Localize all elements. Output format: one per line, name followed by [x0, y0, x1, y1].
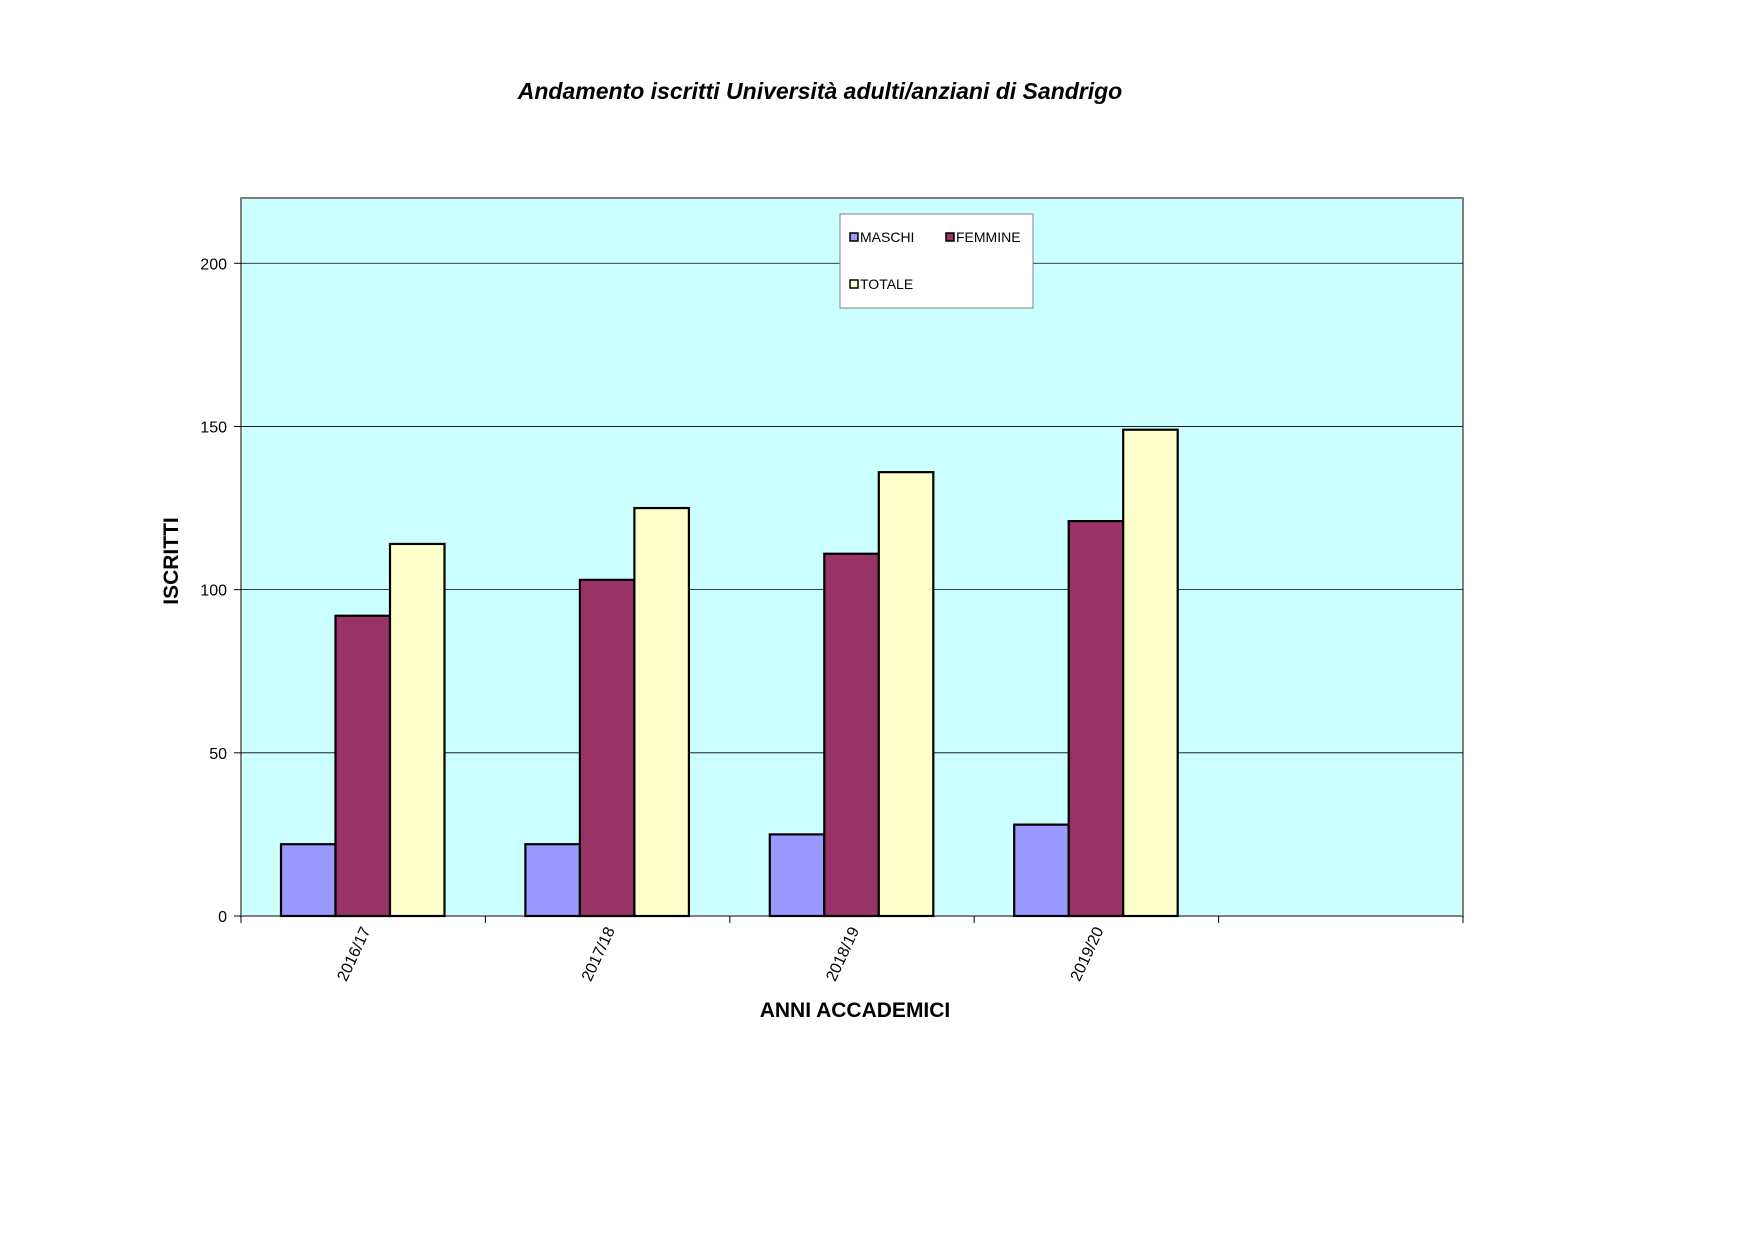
bar-femmine-2016-17 — [334, 614, 392, 918]
x-axis-ticks: 2016/17 2017/18 2018/19 2019/20 — [240, 916, 1464, 984]
legend: MASCHI FEMMINE TOTALE — [839, 213, 1034, 309]
bar-totale-2018-19 — [877, 471, 935, 918]
bar-femmine-2018-19 — [823, 552, 880, 918]
legend-swatch-femmine — [945, 232, 955, 242]
bar-femmine-2019-20 — [1067, 519, 1125, 918]
bar-totale-2016-17 — [388, 542, 446, 918]
x-tick-label: 2018/19 — [823, 924, 863, 984]
legend-box — [839, 213, 1034, 309]
y-tick-label: 100 — [200, 583, 227, 600]
x-tick-label: 2016/17 — [335, 924, 375, 984]
legend-label-maschi: MASCHI — [860, 229, 914, 245]
chart-title: Andamento iscritti Università adulti/anz… — [517, 78, 1123, 104]
y-tick-label: 150 — [200, 419, 227, 436]
bar-maschi-2017-18 — [524, 843, 582, 918]
y-axis-ticks: 0 50 100 150 200 — [200, 256, 241, 926]
legend-swatch-maschi — [849, 232, 859, 242]
x-axis-label: ANNI ACCADEMICI — [760, 999, 951, 1022]
bar-maschi-2019-20 — [1013, 823, 1070, 918]
y-tick-label: 0 — [218, 909, 227, 926]
legend-swatch-totale — [849, 279, 859, 289]
bars — [279, 428, 1179, 918]
y-tick-label: 50 — [209, 746, 227, 763]
bar-maschi-2016-17 — [279, 843, 337, 918]
bar-totale-2019-20 — [1122, 428, 1179, 918]
bar-totale-2017-18 — [633, 506, 691, 918]
x-tick-label: 2019/20 — [1068, 924, 1108, 984]
bar-femmine-2017-18 — [578, 578, 636, 918]
x-tick-label: 2017/18 — [579, 924, 619, 984]
y-axis-label: ISCRITTI — [160, 517, 183, 605]
bar-maschi-2018-19 — [768, 833, 826, 918]
y-tick-label: 200 — [200, 256, 227, 273]
legend-label-totale: TOTALE — [860, 276, 913, 292]
legend-label-femmine: FEMMINE — [956, 229, 1021, 245]
